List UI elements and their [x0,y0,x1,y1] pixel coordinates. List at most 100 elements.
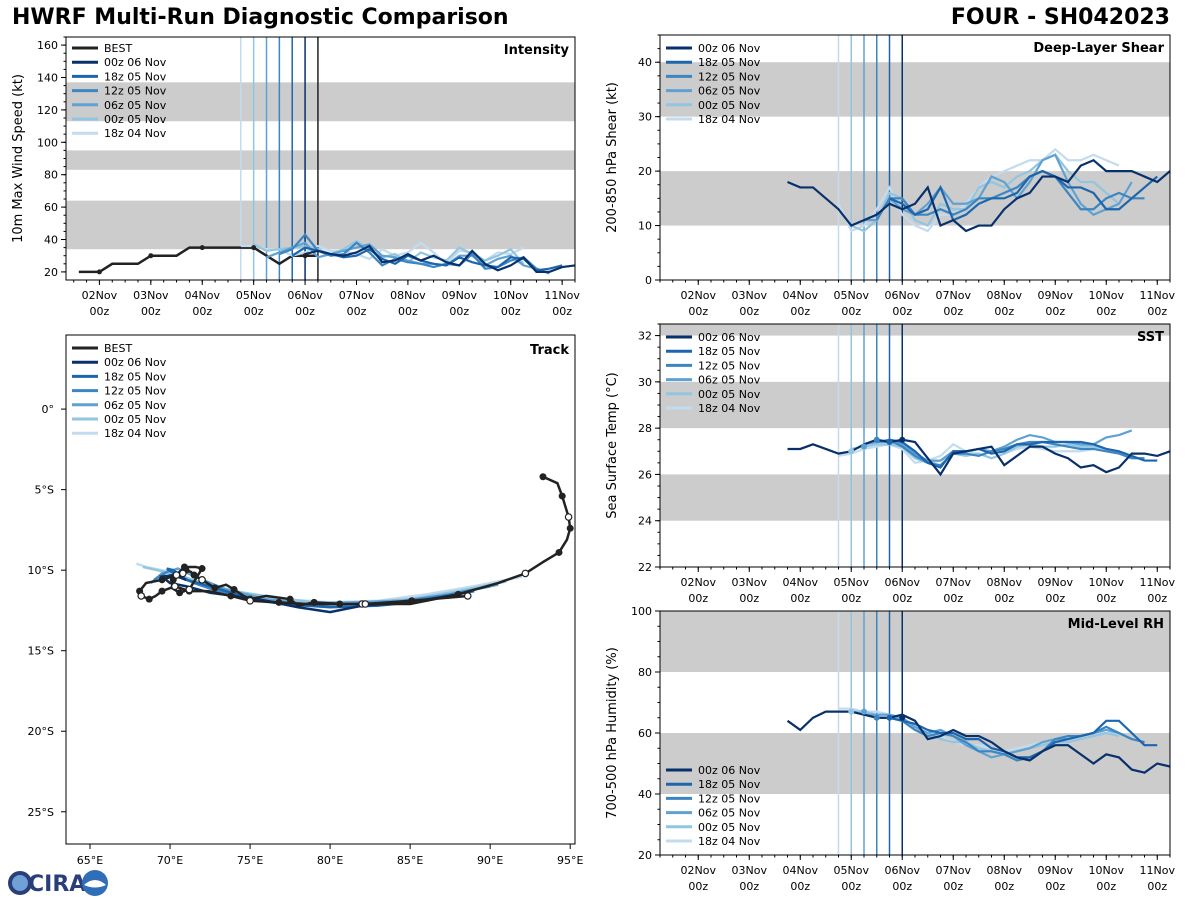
intensity-band [66,82,575,122]
y-tick-label: 160 [37,39,58,52]
best-position-open-dot [246,596,254,605]
best-position-dot [227,592,235,600]
y-axis-label: 200-850 hPa Shear (kt) [605,82,620,233]
x-tick-hour: 00z [841,880,861,893]
lat-tick-label: 20°S [28,725,54,738]
series-line [851,443,1120,464]
x-tick-date: 07Nov [936,864,972,877]
panel-title: Deep-Layer Shear [1033,41,1164,56]
lon-tick-label: 90°E [477,854,503,867]
x-tick-hour: 00z [790,305,810,318]
plot-area [660,35,1170,280]
best-position-open-dot [521,569,530,578]
init-marker [861,708,867,715]
intensity-chart: 20 40 60 80 100 120 140 160 02Nov 00z 03Nov 00z 04No… [11,36,580,318]
x-tick-hour: 00z [1096,305,1116,318]
lon-tick-label: 70°E [157,854,183,867]
x-tick-hour: 00z [688,880,708,893]
best-position-dot [211,584,219,592]
map-background [66,335,575,844]
best-position-open-dot [137,592,146,600]
x-tick-date: 05Nov [236,289,272,302]
legend-label: 06z 05 Nov [698,85,761,98]
best-position-open-dot [564,513,573,521]
init-marker [886,439,893,446]
x-tick-date: 05Nov [834,289,870,302]
x-tick-date: 03Nov [732,864,768,877]
legend-label: 18z 04 Nov [698,402,761,415]
x-tick-hour: 00z [688,592,708,605]
x-tick-hour: 00z [90,305,110,318]
best-position-dot [180,563,188,571]
x-tick-hour: 00z [892,305,912,318]
x-tick-date: 06Nov [885,576,921,589]
x-tick-hour: 00z [943,305,963,318]
x-tick-date: 05Nov [834,864,870,877]
legend-label: 18z 04 Nov [698,835,761,848]
best-position-dot [176,589,184,597]
x-tick-hour: 00z [1045,592,1065,605]
y-tick-label: 100 [37,136,58,149]
legend-label: 00z 06 Nov [698,42,761,55]
panel-title: Intensity [504,43,570,58]
plot-area [660,324,1170,567]
x-tick-date: 09Nov [1038,289,1074,302]
page-title: HWRF Multi-Run Diagnostic Comparison [12,5,509,30]
lon-tick-label: 80°E [317,854,343,867]
y-tick-label: 120 [37,104,58,117]
x-tick-hour: 00z [244,305,264,318]
x-tick-date: 08Nov [390,289,426,302]
lon-tick-label: 85°E [397,854,423,867]
x-tick-date: 06Nov [885,289,921,302]
y-tick-label: 20 [638,165,652,178]
x-tick-hour: 00z [739,880,759,893]
x-tick-date: 07Nov [936,576,972,589]
legend-label: 00z 05 Nov [698,99,761,112]
x-tick-date: 08Nov [987,576,1023,589]
globe-inner-icon [12,875,28,891]
best-marker [96,269,102,275]
x-tick-date: 06Nov [885,864,921,877]
legend-label: 12z 05 Nov [104,385,167,398]
legend-label: 18z 04 Nov [698,113,761,126]
x-tick-date: 02Nov [681,289,717,302]
best-position-dot [198,565,206,573]
best-position-open-dot [463,592,472,600]
intensity-band [660,62,1170,117]
x-tick-hour: 00z [1147,592,1167,605]
legend-label: 00z 06 Nov [104,356,167,369]
panel-title: Track [530,343,569,358]
x-tick-date: 09Nov [1038,576,1074,589]
best-position-dot [275,598,283,606]
legend-label: BEST [104,342,132,355]
plot-area [66,37,575,280]
init-marker [848,448,855,455]
best-position-dot [555,548,563,556]
x-tick-hour: 00z [1147,880,1167,893]
intensity-band [660,171,1170,226]
x-tick-hour: 00z [398,305,418,318]
best-marker [251,245,257,251]
best-position-dot [158,587,166,595]
y-tick-label: 80 [44,169,58,182]
y-tick-label: 20 [44,266,58,279]
x-tick-date: 11Nov [1140,289,1176,302]
x-tick-hour: 00z [790,880,810,893]
x-tick-date: 05Nov [834,576,870,589]
series-line [889,716,1158,759]
x-tick-date: 10Nov [1089,289,1125,302]
x-tick-date: 04Nov [185,289,221,302]
x-tick-date: 02Nov [82,289,118,302]
logo-text: CIRA [28,872,86,897]
init-marker [886,714,893,721]
x-tick-hour: 00z [943,592,963,605]
best-position-open-dot [361,600,370,608]
y-tick-label: 80 [638,666,652,679]
x-tick-hour: 00z [892,880,912,893]
x-tick-hour: 00z [295,305,315,318]
x-tick-date: 09Nov [1038,864,1074,877]
x-tick-hour: 00z [1096,880,1116,893]
y-tick-label: 100 [631,605,652,618]
y-tick-label: 60 [638,727,652,740]
x-tick-hour: 00z [841,305,861,318]
